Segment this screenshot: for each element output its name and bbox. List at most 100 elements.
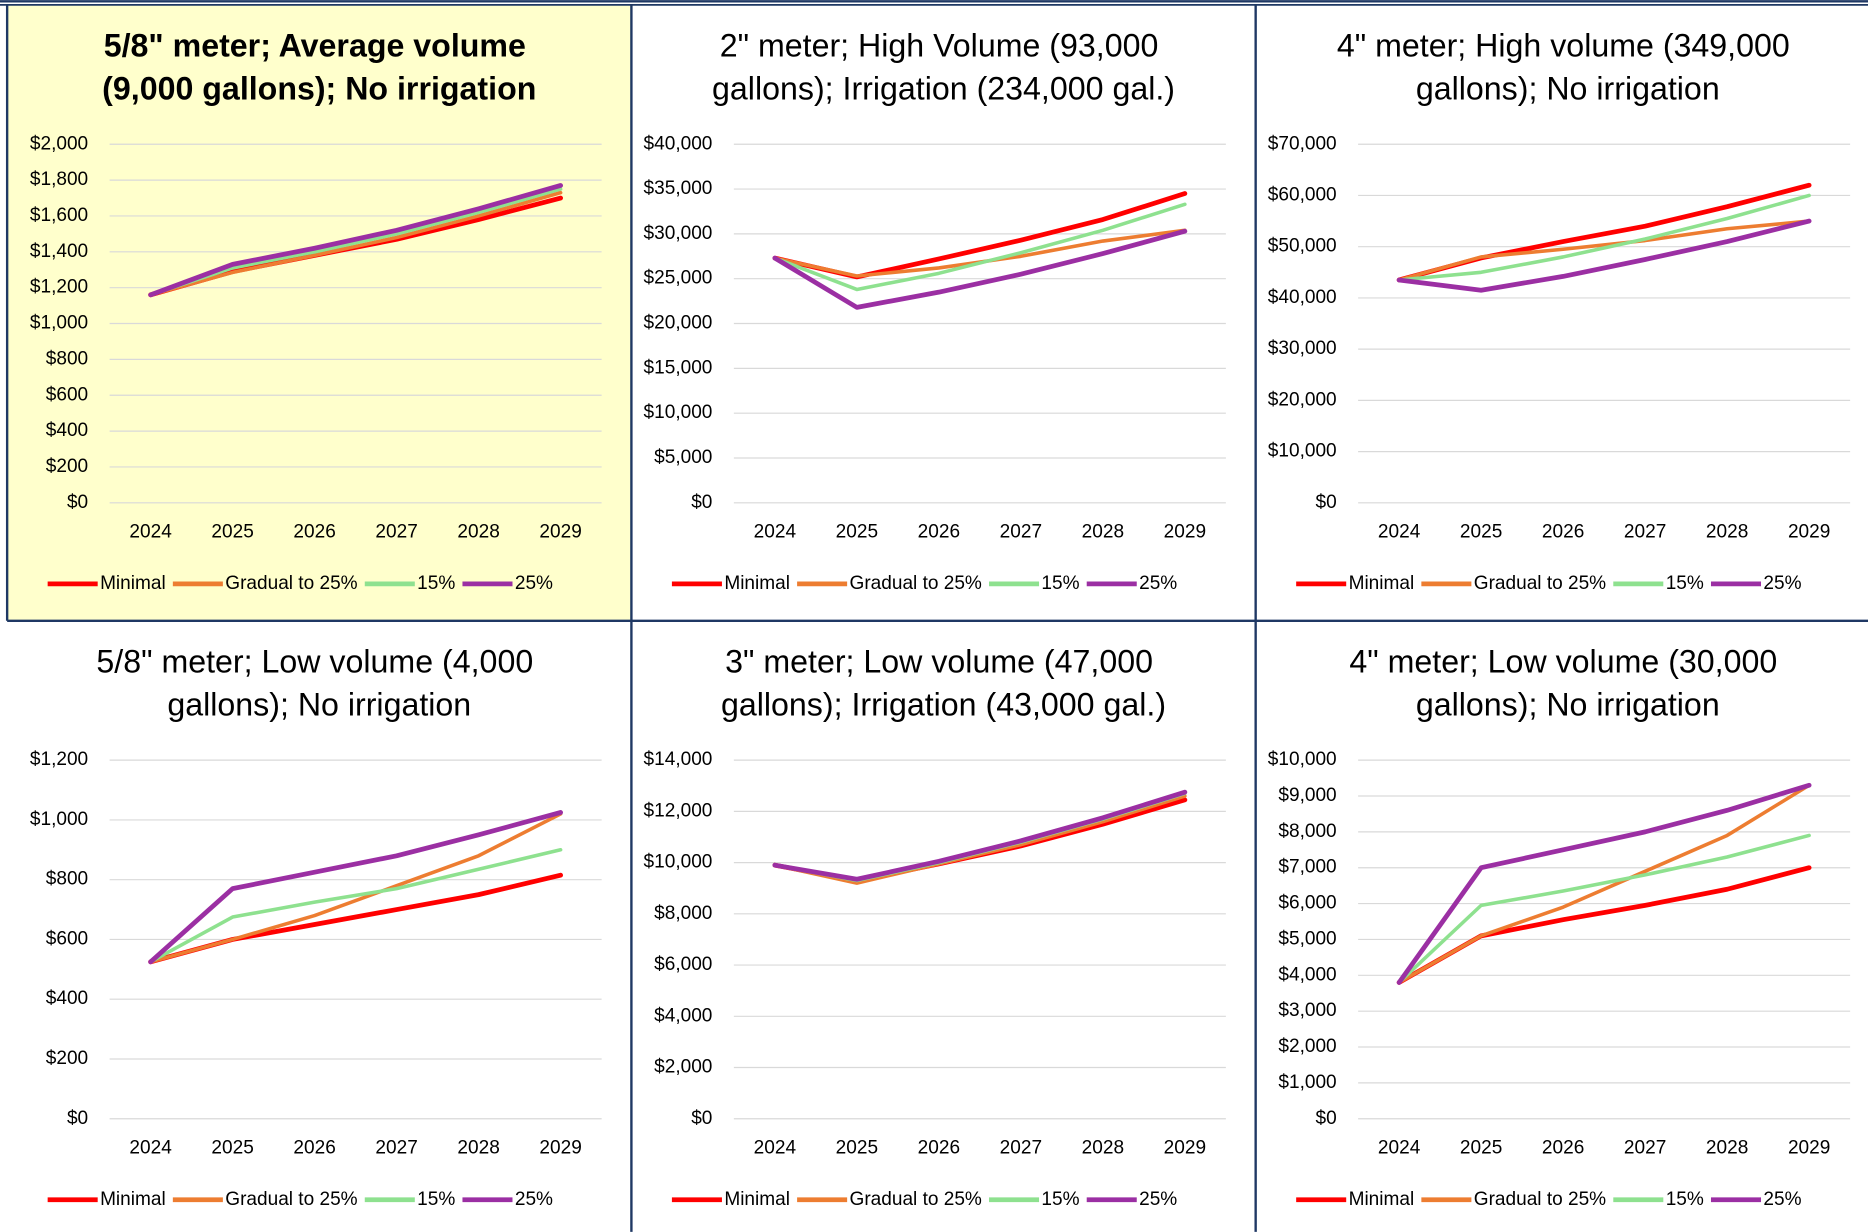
series-line [148, 183, 564, 298]
x-tick-label: 2026 [918, 1138, 960, 1159]
legend-label: Gradual to 25% [225, 1189, 357, 1210]
x-tick-label: 2029 [539, 1138, 581, 1159]
y-tick-label: $1,200 [30, 277, 88, 298]
y-tick-label: $1,400 [30, 241, 88, 262]
y-tick-label: $15,000 [644, 357, 713, 378]
x-tick-label: 2026 [293, 1138, 335, 1159]
series-line [148, 187, 563, 297]
series-line [773, 202, 1187, 292]
legend-label: Minimal [724, 573, 790, 594]
legend-label: Gradual to 25% [1474, 573, 1606, 594]
series-line [1396, 782, 1812, 985]
legend-label: 15% [1666, 573, 1704, 594]
x-tick-label: 2025 [211, 1138, 253, 1159]
series-line [148, 810, 564, 965]
panel-background [1255, 620, 1868, 1232]
x-tick-label: 2028 [1082, 522, 1124, 543]
panel-background [631, 4, 1256, 621]
x-tick-label: 2027 [1000, 1138, 1042, 1159]
y-tick-label: $40,000 [644, 133, 713, 154]
series-line [1397, 219, 1811, 282]
x-tick-label: 2024 [129, 522, 172, 543]
y-tick-label: $0 [67, 1108, 88, 1129]
chart-title: 4" meter; High volume (349,000 gallons);… [1337, 27, 1799, 106]
x-tick-label: 2024 [1378, 522, 1421, 543]
y-tick-label: $200 [46, 1048, 88, 1069]
x-tick-label: 2025 [836, 522, 878, 543]
legend-label: Minimal [100, 1189, 166, 1210]
y-tick-label: $1,200 [30, 749, 88, 770]
y-tick-label: $12,000 [644, 800, 713, 821]
legend-label: Minimal [1349, 1189, 1415, 1210]
panel-background [7, 4, 632, 621]
series-line [1397, 193, 1811, 282]
y-tick-label: $6,000 [654, 954, 712, 975]
chart-title: 5/8" meter; Low volume (4,000 gallons); … [96, 643, 542, 722]
x-tick-label: 2028 [1706, 1138, 1748, 1159]
series-line [148, 812, 563, 964]
y-tick-label: $50,000 [1268, 236, 1337, 257]
series-line [148, 848, 563, 964]
x-tick-label: 2027 [1624, 1138, 1666, 1159]
y-tick-label: $1,800 [30, 169, 88, 190]
legend-label: 15% [1666, 1189, 1704, 1210]
y-tick-label: $800 [46, 869, 88, 890]
y-tick-label: $6,000 [1278, 893, 1336, 914]
y-tick-label: $4,000 [654, 1005, 712, 1026]
x-tick-label: 2028 [1082, 1138, 1124, 1159]
y-tick-label: $1,000 [30, 809, 88, 830]
y-tick-label: $7,000 [1278, 857, 1336, 878]
y-tick-label: $200 [46, 456, 88, 477]
x-tick-label: 2026 [918, 522, 960, 543]
x-tick-label: 2026 [1542, 1138, 1584, 1159]
panel-background [7, 620, 632, 1232]
x-tick-label: 2028 [1706, 522, 1748, 543]
chart-title: 2" meter; High Volume (93,000 gallons); … [712, 27, 1175, 106]
x-tick-label: 2029 [539, 522, 581, 543]
series-line [773, 794, 1187, 885]
x-tick-label: 2029 [1164, 522, 1206, 543]
x-tick-label: 2027 [1000, 522, 1042, 543]
legend-label: Minimal [1349, 573, 1415, 594]
y-tick-label: $10,000 [644, 402, 713, 423]
chart-panel: 4" meter; High volume (349,000 gallons);… [1268, 27, 1851, 594]
y-tick-label: $0 [691, 492, 712, 513]
x-tick-label: 2028 [457, 1138, 499, 1159]
series-line [148, 190, 563, 297]
y-tick-label: $30,000 [644, 223, 713, 244]
legend-label: 25% [1139, 1189, 1177, 1210]
x-tick-label: 2024 [129, 1138, 172, 1159]
x-tick-label: 2024 [754, 522, 797, 543]
legend-label: Gradual to 25% [1474, 1189, 1606, 1210]
y-tick-label: $30,000 [1268, 338, 1337, 359]
x-tick-label: 2024 [1378, 1138, 1421, 1159]
chart-panel: 2" meter; High Volume (93,000 gallons); … [644, 27, 1226, 594]
legend-label: 25% [1763, 573, 1801, 594]
y-tick-label: $25,000 [644, 268, 713, 289]
y-tick-label: $0 [1315, 492, 1336, 513]
y-tick-label: $600 [46, 384, 88, 405]
y-tick-label: $400 [46, 420, 88, 441]
y-tick-label: $20,000 [644, 313, 713, 334]
y-tick-label: $2,000 [654, 1057, 712, 1078]
x-tick-label: 2025 [211, 522, 253, 543]
legend-label: 25% [515, 573, 553, 594]
legend-label: Gradual to 25% [850, 1189, 982, 1210]
y-tick-label: $9,000 [1278, 785, 1336, 806]
legend-label: Gradual to 25% [850, 573, 982, 594]
x-tick-label: 2026 [1542, 522, 1584, 543]
legend-label: Minimal [100, 573, 166, 594]
y-tick-label: $8,000 [654, 903, 712, 924]
x-tick-label: 2025 [1460, 522, 1502, 543]
y-tick-label: $0 [67, 492, 88, 513]
chart-panel: 3" meter; Low volume (47,000 gallons); I… [644, 643, 1226, 1210]
chart-panel: 4" meter; Low volume (30,000 gallons); N… [1268, 643, 1851, 1210]
y-tick-label: $600 [46, 928, 88, 949]
y-tick-label: $10,000 [1268, 441, 1337, 462]
x-tick-label: 2027 [375, 522, 417, 543]
y-tick-label: $400 [46, 988, 88, 1009]
legend-label: 25% [1763, 1189, 1801, 1210]
series-line [1397, 833, 1811, 985]
